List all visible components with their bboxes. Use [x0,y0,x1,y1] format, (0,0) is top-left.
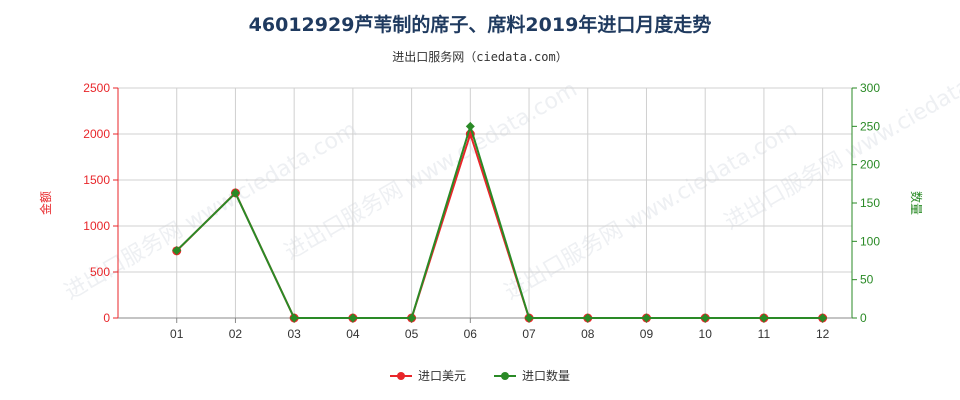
chart-title: 46012929芦苇制的席子、席料2019年进口月度走势 [248,14,712,36]
axes: 0500100015002000250005010015020025030001… [38,81,924,341]
data-point [407,313,417,323]
legend-swatch [389,371,412,381]
legend-label: 进口美元 [417,369,466,383]
x-axis-tick-label: 08 [581,327,595,341]
left-axis-title: 金额 [38,191,53,215]
legend-item[interactable]: 进口美元 [389,367,466,384]
right-axis-title: 数量 [909,191,924,215]
x-axis-tick-label: 07 [522,327,536,341]
data-point [583,313,593,323]
x-axis-tick-label: 12 [816,327,830,341]
series [172,121,828,323]
data-point [818,313,828,323]
data-point [700,313,710,323]
left-axis-tick-label: 0 [103,311,110,325]
legend-swatch [494,371,516,381]
x-axis-tick-label: 02 [229,327,243,341]
data-point [465,121,475,131]
legend: 进口美元 进口数量 [0,367,960,384]
left-axis-tick-label: 2500 [83,81,110,95]
right-axis-tick-label: 0 [860,311,867,325]
data-point [641,313,651,323]
left-axis-tick-label: 2000 [83,127,110,141]
data-point [759,313,769,323]
x-axis-tick-label: 04 [346,327,360,341]
left-axis-tick-label: 1500 [83,173,110,187]
watermark-text: 进出口服务网 www.ciedata.com [281,77,582,265]
grid [118,87,852,318]
right-axis-tick-label: 200 [860,158,880,172]
data-point [172,246,182,256]
right-axis-tick-label: 150 [860,196,880,210]
legend-label: 进口数量 [522,369,571,383]
data-point [348,313,358,323]
chart-subtitle: 进出口服务网（ciedata.com） [392,50,568,64]
left-axis-tick-label: 500 [90,265,110,279]
x-axis-tick-label: 03 [287,327,301,341]
x-axis-tick-label: 10 [699,327,713,341]
data-point [524,313,534,323]
series-line-1 [176,122,823,319]
right-axis-tick-label: 250 [860,119,880,133]
right-axis-tick-label: 50 [860,273,874,287]
x-axis-tick-label: 01 [170,327,184,341]
x-axis-tick-label: 05 [405,327,419,341]
right-axis-tick-label: 100 [860,234,880,248]
left-axis-tick-label: 1000 [83,219,110,233]
x-axis-tick-label: 09 [640,327,654,341]
x-axis-tick-label: 06 [464,327,478,341]
data-point [289,313,299,323]
data-point [230,188,240,198]
x-axis-tick-label: 11 [758,327,771,341]
right-axis-tick-label: 300 [860,81,880,95]
legend-item[interactable]: 进口数量 [494,367,570,384]
